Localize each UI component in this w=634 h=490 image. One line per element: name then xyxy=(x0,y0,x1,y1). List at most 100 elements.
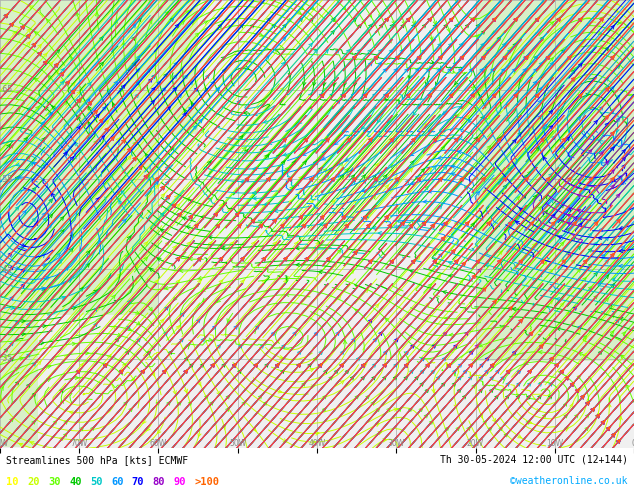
FancyArrowPatch shape xyxy=(326,138,329,142)
FancyArrowPatch shape xyxy=(148,78,152,82)
FancyArrowPatch shape xyxy=(536,18,539,22)
FancyArrowPatch shape xyxy=(469,364,472,367)
FancyArrowPatch shape xyxy=(401,222,404,225)
FancyArrowPatch shape xyxy=(355,309,359,313)
FancyArrowPatch shape xyxy=(404,364,408,367)
FancyArrowPatch shape xyxy=(141,370,145,373)
FancyArrowPatch shape xyxy=(21,25,25,29)
FancyArrowPatch shape xyxy=(332,177,335,181)
FancyArrowPatch shape xyxy=(4,14,8,18)
FancyArrowPatch shape xyxy=(60,72,64,76)
FancyArrowPatch shape xyxy=(34,221,37,225)
FancyArrowPatch shape xyxy=(216,224,219,228)
FancyArrowPatch shape xyxy=(426,69,430,72)
FancyArrowPatch shape xyxy=(160,229,164,232)
FancyArrowPatch shape xyxy=(346,49,350,53)
FancyArrowPatch shape xyxy=(522,195,526,199)
FancyArrowPatch shape xyxy=(219,257,223,261)
FancyArrowPatch shape xyxy=(576,389,579,392)
FancyArrowPatch shape xyxy=(361,376,365,380)
FancyArrowPatch shape xyxy=(588,264,592,267)
FancyArrowPatch shape xyxy=(332,177,335,181)
FancyArrowPatch shape xyxy=(388,224,392,228)
FancyArrowPatch shape xyxy=(607,27,611,30)
FancyArrowPatch shape xyxy=(621,89,625,93)
FancyArrowPatch shape xyxy=(567,56,571,59)
FancyArrowPatch shape xyxy=(88,101,92,105)
FancyArrowPatch shape xyxy=(455,153,458,157)
FancyArrowPatch shape xyxy=(454,404,457,408)
FancyArrowPatch shape xyxy=(297,364,301,367)
FancyArrowPatch shape xyxy=(243,111,247,115)
FancyArrowPatch shape xyxy=(404,364,408,367)
FancyArrowPatch shape xyxy=(149,20,152,24)
FancyArrowPatch shape xyxy=(444,222,448,225)
FancyArrowPatch shape xyxy=(10,327,13,331)
FancyArrowPatch shape xyxy=(560,10,564,13)
FancyArrowPatch shape xyxy=(254,364,257,367)
FancyArrowPatch shape xyxy=(406,18,410,22)
FancyArrowPatch shape xyxy=(96,197,100,201)
FancyArrowPatch shape xyxy=(450,18,453,22)
FancyArrowPatch shape xyxy=(27,34,30,38)
FancyArrowPatch shape xyxy=(60,72,64,76)
FancyArrowPatch shape xyxy=(622,165,625,169)
FancyArrowPatch shape xyxy=(167,195,170,199)
FancyArrowPatch shape xyxy=(133,157,136,161)
FancyArrowPatch shape xyxy=(176,325,179,329)
FancyArrowPatch shape xyxy=(374,177,378,181)
FancyArrowPatch shape xyxy=(562,212,565,215)
FancyArrowPatch shape xyxy=(385,94,389,98)
FancyArrowPatch shape xyxy=(455,138,458,142)
FancyArrowPatch shape xyxy=(219,204,223,208)
FancyArrowPatch shape xyxy=(155,177,159,181)
FancyArrowPatch shape xyxy=(346,158,349,161)
FancyArrowPatch shape xyxy=(134,265,138,269)
FancyArrowPatch shape xyxy=(63,152,67,156)
FancyArrowPatch shape xyxy=(261,100,265,104)
FancyArrowPatch shape xyxy=(578,223,582,227)
FancyArrowPatch shape xyxy=(161,194,165,197)
FancyArrowPatch shape xyxy=(337,100,340,104)
FancyArrowPatch shape xyxy=(596,414,600,418)
FancyArrowPatch shape xyxy=(426,364,430,367)
FancyArrowPatch shape xyxy=(594,222,598,225)
FancyArrowPatch shape xyxy=(441,237,445,241)
FancyArrowPatch shape xyxy=(337,295,341,299)
FancyArrowPatch shape xyxy=(32,43,36,47)
FancyArrowPatch shape xyxy=(373,338,377,342)
FancyArrowPatch shape xyxy=(469,376,472,380)
FancyArrowPatch shape xyxy=(455,85,458,89)
FancyArrowPatch shape xyxy=(176,257,179,261)
FancyArrowPatch shape xyxy=(617,440,620,443)
FancyArrowPatch shape xyxy=(566,312,569,316)
FancyArrowPatch shape xyxy=(589,177,593,181)
FancyArrowPatch shape xyxy=(105,128,108,132)
FancyArrowPatch shape xyxy=(141,370,145,373)
FancyArrowPatch shape xyxy=(486,357,489,361)
FancyArrowPatch shape xyxy=(515,247,519,251)
FancyArrowPatch shape xyxy=(198,257,201,261)
FancyArrowPatch shape xyxy=(617,440,620,443)
FancyArrowPatch shape xyxy=(396,56,399,59)
FancyArrowPatch shape xyxy=(467,120,472,122)
FancyArrowPatch shape xyxy=(342,94,346,98)
FancyArrowPatch shape xyxy=(573,222,576,225)
FancyArrowPatch shape xyxy=(151,100,155,104)
FancyArrowPatch shape xyxy=(363,94,367,98)
FancyArrowPatch shape xyxy=(254,364,257,367)
FancyArrowPatch shape xyxy=(547,56,550,59)
FancyArrowPatch shape xyxy=(141,370,145,373)
FancyArrowPatch shape xyxy=(302,224,306,228)
FancyArrowPatch shape xyxy=(176,204,179,208)
FancyArrowPatch shape xyxy=(374,56,378,59)
Text: 20: 20 xyxy=(27,477,40,487)
FancyArrowPatch shape xyxy=(353,56,356,59)
FancyArrowPatch shape xyxy=(198,119,202,123)
FancyArrowPatch shape xyxy=(465,222,469,225)
FancyArrowPatch shape xyxy=(617,219,620,223)
FancyArrowPatch shape xyxy=(297,364,301,367)
FancyArrowPatch shape xyxy=(439,56,443,59)
FancyArrowPatch shape xyxy=(605,88,609,91)
FancyArrowPatch shape xyxy=(616,194,620,197)
